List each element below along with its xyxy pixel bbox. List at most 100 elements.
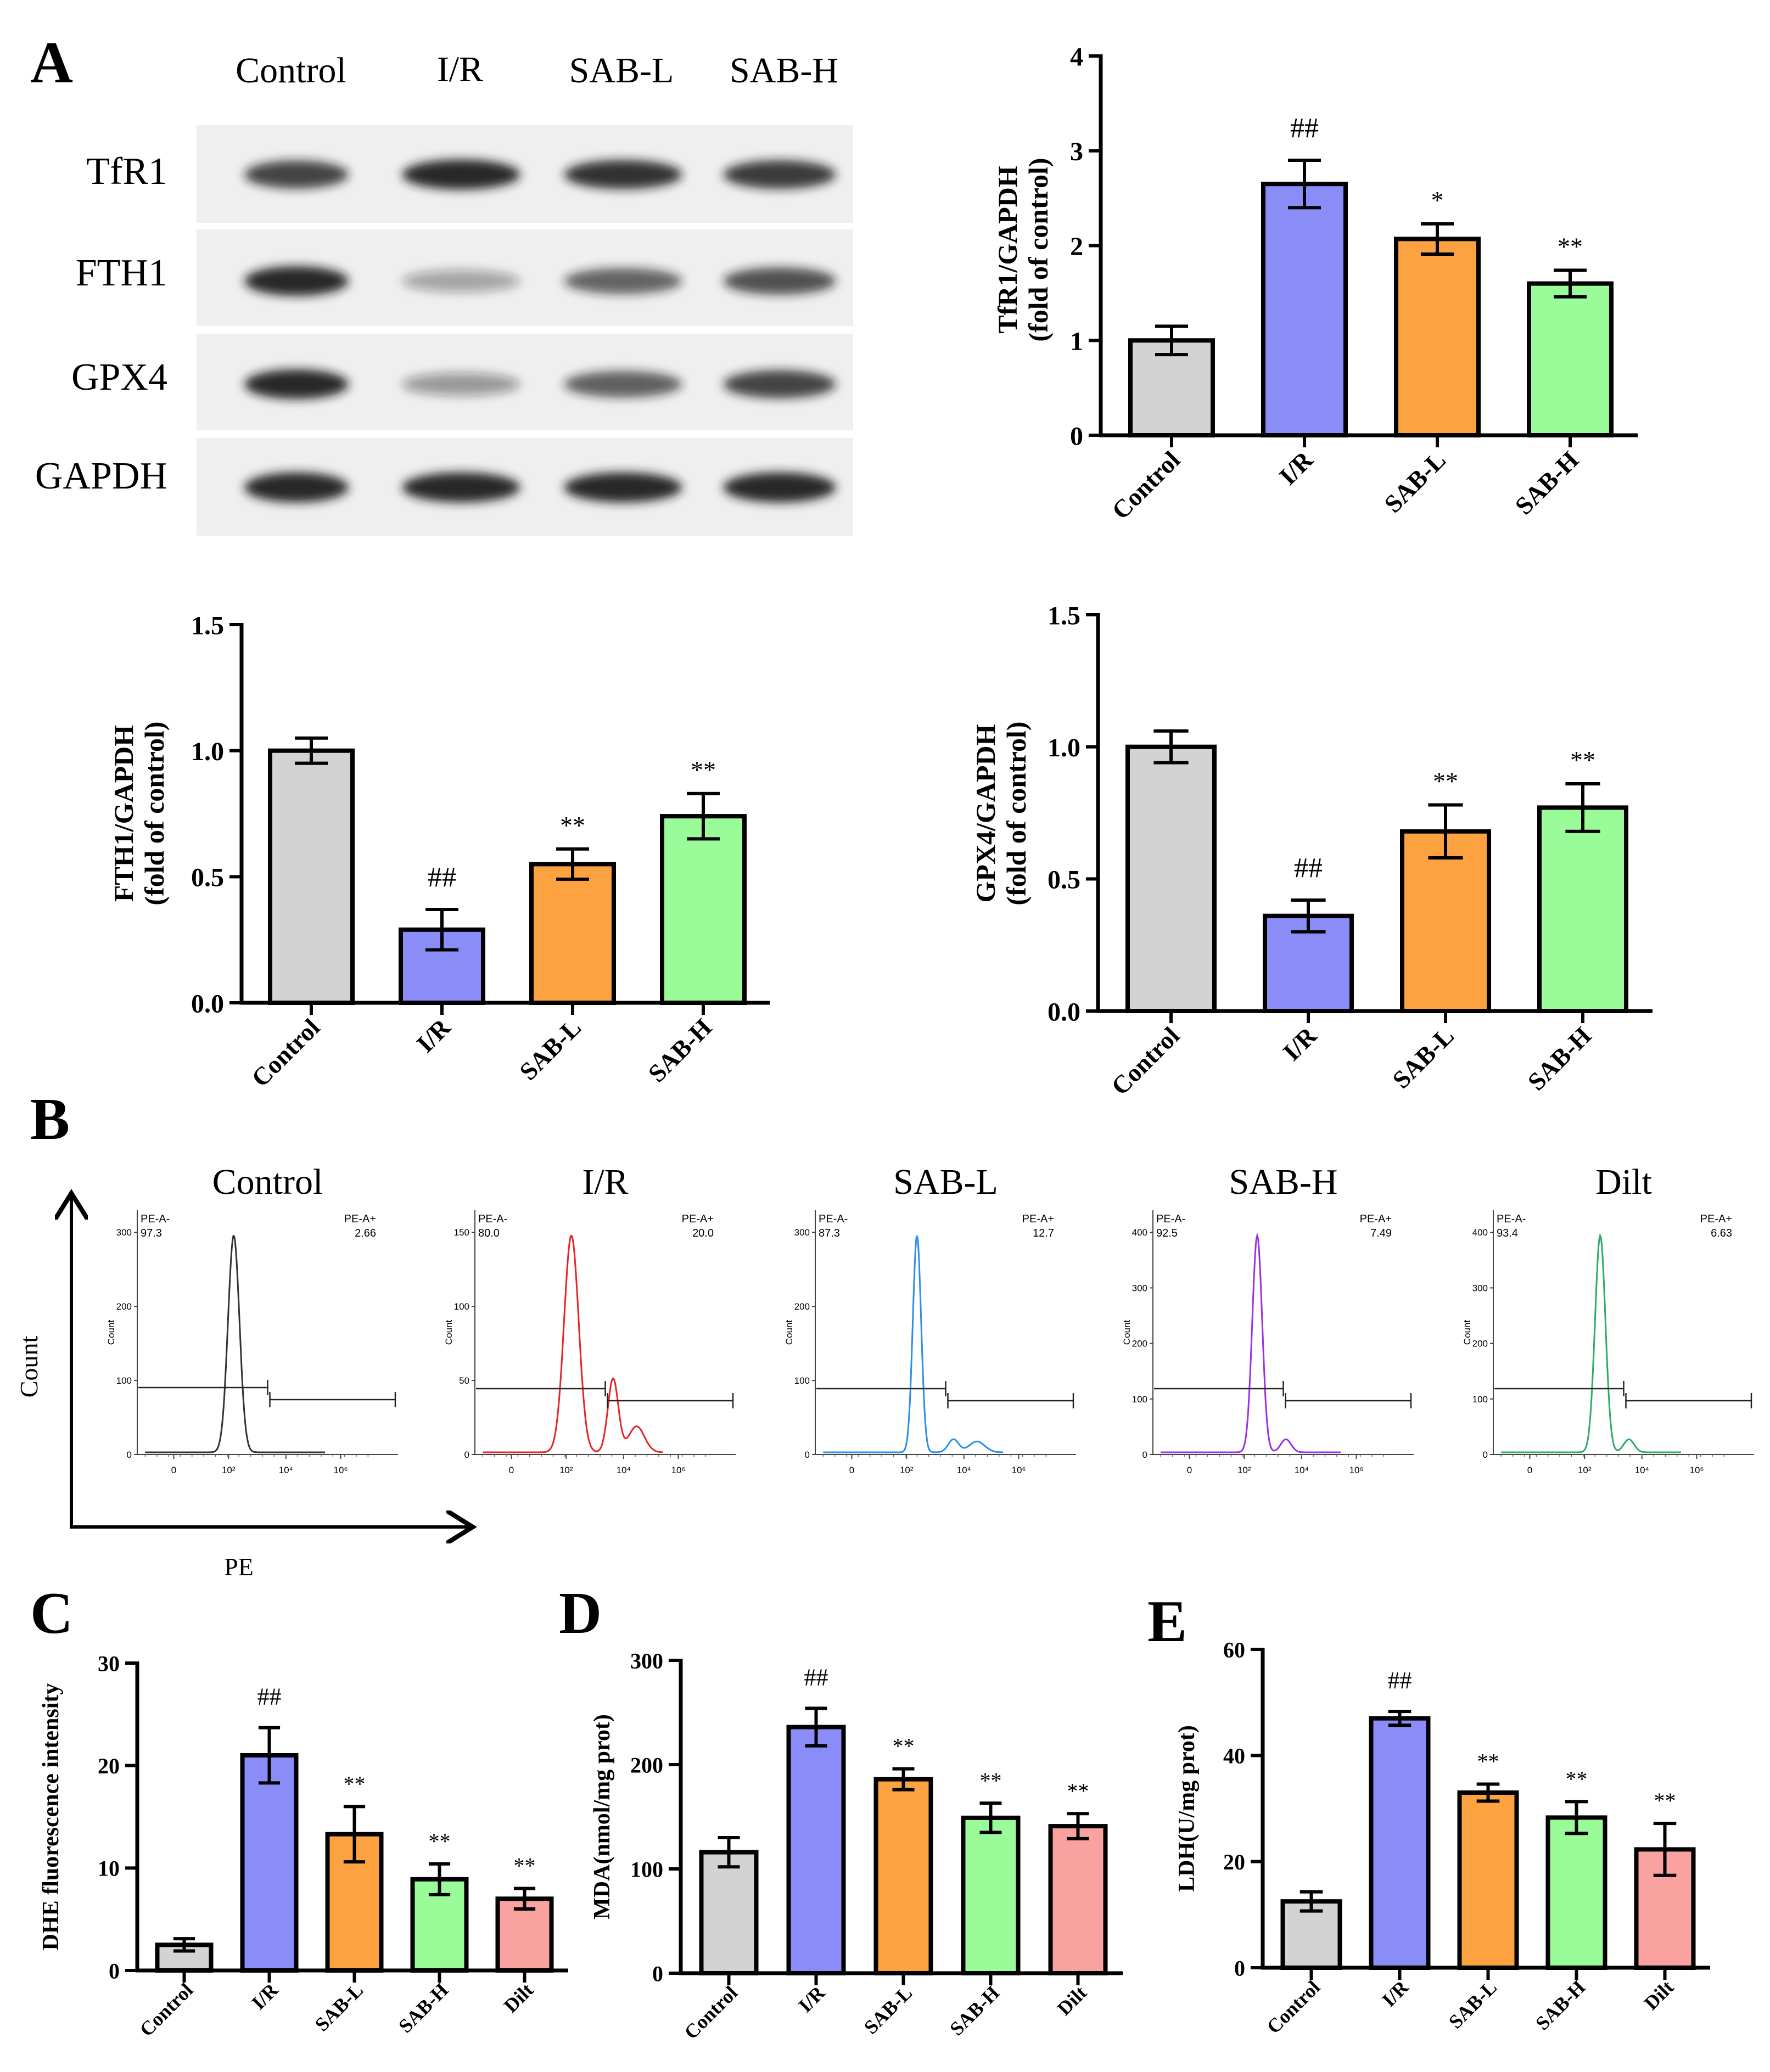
y-tick-label: 1.0 (1048, 733, 1080, 762)
flow-x-tick-label: 10⁶ (334, 1465, 348, 1475)
x-category-label: SAB-L (311, 1979, 367, 2035)
x-category-label: I/R (1274, 445, 1319, 490)
flow-histogram (145, 1234, 325, 1453)
significance-label: ** (980, 1768, 1002, 1793)
x-category-label: SAB-L (514, 1013, 586, 1086)
gate-pos-value: 12.7 (1033, 1227, 1054, 1239)
significance-label: ## (1294, 852, 1323, 884)
y-tick-label: 0 (1234, 1956, 1245, 1980)
blot-band (723, 160, 836, 189)
gate-pos-label: PE-A+ (1022, 1213, 1054, 1225)
flow-panel-sab-h: SAB-H 0 100 200 300 400 Count 0 10² 10⁴ 10⁶ PE-A- 92… (1122, 1162, 1414, 1475)
gate-neg-value: 97.3 (141, 1227, 162, 1239)
x-category-label: SAB-H (1531, 1976, 1589, 2034)
y-axis-label: MDA(nmol/mg prot) (590, 1714, 615, 1919)
flow-x-tick-label: 10² (1237, 1465, 1251, 1475)
flow-x-tick-label: 10⁶ (671, 1465, 686, 1475)
flow-x-tick-label: 10⁴ (957, 1465, 971, 1475)
bar (495, 1896, 554, 1973)
flow-x-tick-label: 10⁴ (1295, 1465, 1309, 1475)
flow-y-tick-label: 200 (1472, 1339, 1488, 1349)
gate-neg-label: PE-A- (1156, 1213, 1185, 1225)
bar (699, 1850, 759, 1976)
panel-label-c: C (30, 1581, 73, 1646)
flow-y-tick-label: 100 (794, 1375, 810, 1386)
significance-label: ## (804, 1664, 828, 1691)
panel-label-a: A (30, 30, 73, 96)
flow-histogram (1501, 1233, 1681, 1453)
gate-pos-value: 20.0 (692, 1227, 714, 1239)
y-tick-label: 20 (1223, 1850, 1245, 1874)
flow-y-tick-label: 0 (464, 1450, 469, 1460)
flow-panel-sab-l: SAB-L 0 100 200 300 Count 0 10² 10⁴ 10⁶ PE-A- 87.3 P… (784, 1162, 1076, 1475)
x-category-label: Dilt (500, 1979, 537, 2017)
blot-band (402, 472, 520, 503)
flow-y-tick-label: 200 (1132, 1339, 1147, 1349)
gate-pos-value: 2.66 (355, 1227, 376, 1239)
x-category-label: SAB-L (860, 1981, 916, 2038)
blot-band (723, 370, 836, 398)
flow-y-tick-label: 300 (116, 1227, 132, 1238)
x-category-label: I/R (1378, 1976, 1413, 2011)
bar (529, 862, 616, 1006)
significance-label: ## (1290, 113, 1319, 144)
flow-y-tick-label: 300 (1132, 1283, 1147, 1293)
blot-band (402, 269, 520, 293)
y-axis-label: DHE fluorescence intensity (38, 1683, 64, 1951)
x-category-label: SAB-H (1522, 1021, 1597, 1096)
chart-tfr1: 0 1 2 3 4 TfR1/GAPDH (fold of control) Control #… (992, 42, 1638, 525)
x-category-label: I/R (794, 1981, 830, 2017)
flow-count-label: Count (1462, 1320, 1472, 1345)
y-tick-label: 0.0 (1048, 997, 1080, 1026)
significance-label: ** (1067, 1778, 1089, 1803)
flow-y-tick-label: 150 (454, 1227, 469, 1238)
x-category-label: SAB-H (945, 1981, 1004, 2040)
x-category-label: Control (246, 1013, 325, 1092)
gate-neg-label: PE-A- (478, 1213, 507, 1225)
flow-x-tick-label: 0 (171, 1465, 176, 1475)
bar (1394, 237, 1481, 437)
x-category-label: I/R (1278, 1021, 1323, 1066)
y-tick-label: 1 (1070, 327, 1083, 356)
x-category-label: Control (1106, 1021, 1185, 1100)
flow-count-label: Count (784, 1320, 794, 1345)
gate-pos-value: 7.49 (1370, 1227, 1392, 1239)
bar (1369, 1716, 1431, 1970)
flow-y-tick-label: 0 (127, 1450, 132, 1460)
flow-count-label: Count (1122, 1320, 1132, 1345)
x-category-label: Dilt (1053, 1981, 1091, 2019)
flow-cytometry: Count PE Control 0 100 200 300 Count 0 10² 10⁴ 10… (15, 1162, 1754, 1581)
flow-x-tick-label: 10⁴ (279, 1465, 293, 1475)
flow-y-tick-label: 50 (459, 1375, 469, 1386)
bar (268, 748, 355, 1005)
blot-band (564, 472, 682, 503)
flow-y-tick-label: 100 (1132, 1394, 1147, 1405)
x-category-label: SAB-L (1444, 1976, 1501, 2032)
flow-x-tick-label: 10² (900, 1465, 914, 1475)
flow-x-tick-label: 10² (559, 1465, 573, 1475)
chart-gpx4: 0.0 0.5 1.0 1.5 GPX4/GAPDH (fold of control) C… (970, 601, 1653, 1100)
x-category-label: SAB-L (1387, 1021, 1459, 1094)
y-axis-label: TfR1/GAPDH (992, 166, 1023, 334)
flow-y-tick-label: 0 (805, 1450, 810, 1460)
significance-label: ** (1570, 746, 1595, 774)
bar (1125, 744, 1217, 1013)
y-tick-label: 1.5 (191, 611, 224, 640)
blot-protein-label: TfR1 (86, 150, 167, 193)
chart-ldh: 0 20 40 60 LDH(U/mg prot) Control ## I/R ** SAB-L… (1174, 1637, 1710, 2038)
significance-label: ** (344, 1771, 366, 1796)
flow-histogram (1161, 1232, 1341, 1453)
bar (660, 814, 747, 1006)
flow-histogram (483, 1234, 663, 1453)
gate-pos-label: PE-A+ (1700, 1213, 1732, 1225)
y-tick-label: 20 (98, 1754, 120, 1778)
significance-label: ** (691, 756, 716, 784)
significance-label: ** (1477, 1749, 1499, 1774)
flow-x-tick-label: 10⁴ (617, 1465, 631, 1475)
flow-panel-control: Control 0 100 200 300 Count 0 10² 10⁴ 10⁶ PE-A- 97.… (106, 1162, 398, 1475)
flow-x-tick-label: 0 (1187, 1465, 1192, 1475)
flow-x-tick-label: 10² (222, 1465, 236, 1475)
flow-x-tick-label: 10⁶ (1349, 1465, 1364, 1475)
x-category-label: Control (680, 1981, 742, 2043)
x-category-label: SAB-H (1510, 446, 1584, 520)
